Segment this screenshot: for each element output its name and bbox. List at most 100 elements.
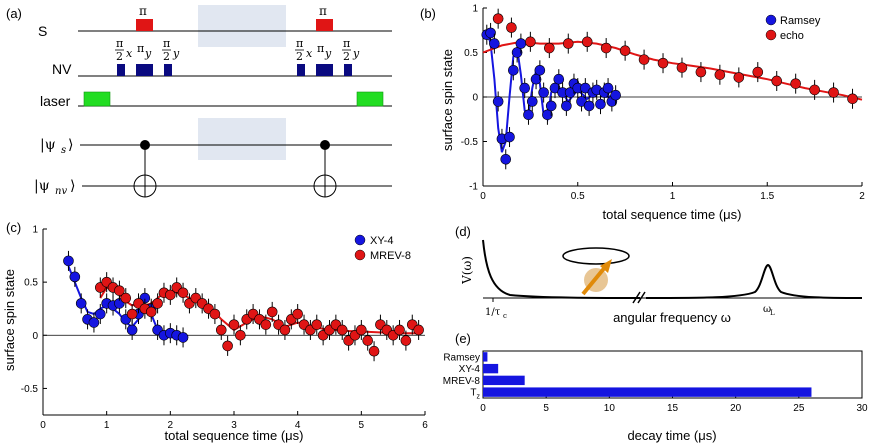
data-point-echo	[771, 75, 783, 87]
s-pi-label-1: π	[139, 4, 147, 18]
data-point-mrev8	[292, 308, 303, 320]
bar-label-main: T	[470, 388, 476, 399]
frac-den: 2	[296, 50, 303, 63]
panel-e-label: (e)	[455, 331, 471, 346]
subscript-y: y	[144, 47, 152, 60]
data-point-ramsey	[542, 109, 553, 121]
data-point-mrev8	[400, 335, 412, 346]
nv-pulse-half-x-1	[117, 64, 125, 76]
tick-left-main: 1/τ	[485, 307, 501, 318]
data-point-mrev8	[222, 340, 233, 352]
ket-s-sub: s	[61, 145, 66, 156]
data-point-xy4	[88, 317, 100, 328]
subscript-y: y	[352, 47, 360, 60]
bar-label: XY-4	[459, 364, 481, 375]
nv-labels-1: π 2 x π y π 2 y	[115, 37, 180, 63]
row-label-s: S	[38, 23, 47, 39]
data-point-echo	[544, 42, 555, 54]
x-tick-label: 5	[543, 403, 549, 414]
data-point-mrev8	[209, 308, 221, 320]
x-tick-label: 1	[104, 420, 110, 431]
panel-c-ylabel: surface spin state	[2, 269, 17, 371]
laser-pulse-2	[356, 91, 384, 107]
frac-den: 2	[163, 50, 170, 63]
bar-label-main: XY-4	[459, 364, 481, 375]
panel-d-xlabel: angular frequency ω	[613, 310, 731, 325]
y-tick-label: 1	[32, 225, 38, 236]
data-point-echo	[752, 66, 764, 78]
frac-den: 2	[343, 50, 350, 63]
data-point-ramsey	[492, 96, 504, 107]
frac-num: π	[116, 37, 123, 50]
x-tick-label: 2	[859, 191, 865, 202]
spin-arrow	[581, 264, 608, 296]
data-point-xy4	[95, 308, 106, 320]
data-point-echo	[809, 84, 820, 96]
data-point-ramsey	[538, 87, 549, 98]
data-point-xy4	[69, 271, 81, 283]
x-tick-label: 30	[856, 403, 868, 414]
legend-marker-echo	[765, 29, 777, 41]
data-point-ramsey	[534, 65, 546, 76]
nv-pulse-pi-y-1	[136, 64, 153, 76]
ket-nv-close: ⟩	[70, 178, 75, 194]
data-point-mrev8	[260, 319, 272, 330]
data-point-echo	[506, 22, 517, 33]
panel-c-xlabel: total sequence time (μs)	[165, 428, 304, 443]
panel-d: (d) V(ω) 1/τ c ω L angular frequency ω	[455, 224, 863, 325]
s-pi-pulse-2	[316, 19, 333, 31]
tick-right-sub: L	[770, 309, 775, 317]
cnot-control-dot	[320, 140, 330, 150]
data-point-mrev8	[336, 324, 348, 336]
data-point-xy4	[177, 332, 189, 343]
y-tick-label: -0.5	[21, 384, 39, 395]
subscript-y: y	[324, 47, 332, 60]
laser-pulse-1	[83, 91, 111, 107]
y-tick-label: 0	[472, 93, 478, 104]
bar-mrev8	[483, 375, 525, 386]
x-tick-label: 5	[359, 420, 365, 431]
y-tick-label: 0.5	[24, 278, 38, 289]
data-point-echo	[847, 93, 858, 105]
nv-pulse-pi-y-2	[316, 64, 333, 76]
spectral-density-curve	[482, 239, 863, 299]
row-label-nv: NV	[52, 61, 72, 77]
legend-marker-xy4	[354, 234, 366, 246]
data-point-mrev8	[235, 329, 246, 341]
data-point-ramsey	[508, 65, 519, 76]
data-point-ramsey	[500, 154, 512, 165]
panel-b-xlabel: total sequence time (μs)	[603, 207, 742, 222]
cnot-gate-2	[313, 140, 337, 198]
data-point-mrev8	[120, 292, 132, 304]
panel-b-ylabel: surface spin state	[440, 49, 455, 151]
x-tick-label: 0	[480, 191, 486, 202]
y-tick-label: 0	[32, 331, 38, 342]
x-tick-label: 0	[40, 420, 46, 431]
panel-b-plot	[481, 8, 863, 170]
data-point-echo	[638, 54, 650, 65]
legend-label-echo: echo	[780, 30, 804, 42]
subscript-y: y	[172, 47, 180, 60]
x-tick-label: 10	[604, 403, 616, 414]
x-tick-label: 6	[422, 420, 428, 431]
tick-right-main: ω	[763, 304, 771, 315]
bar-ramsey	[483, 352, 488, 362]
panel-d-label: (d)	[455, 224, 471, 239]
panel-c-label: (c)	[6, 220, 21, 235]
free-evolution-block-bottom	[198, 118, 286, 160]
data-point-echo	[619, 45, 631, 57]
data-point-mrev8	[279, 324, 291, 336]
data-point-mrev8	[177, 287, 189, 299]
data-point-mrev8	[356, 324, 367, 336]
row-label-laser: laser	[40, 93, 71, 109]
data-point-echo	[581, 36, 593, 48]
pi-label: π	[317, 42, 324, 55]
data-point-ramsey	[485, 27, 496, 39]
bar-xy4	[483, 363, 499, 374]
tick-label-inv-tau: 1/τ c	[485, 307, 507, 320]
data-point-echo	[828, 87, 839, 98]
ket-nv-label: |ψ nv ⟩	[34, 178, 75, 197]
data-point-echo	[733, 72, 745, 83]
data-point-mrev8	[368, 345, 380, 357]
tick-label-larmor: ω L	[763, 304, 775, 317]
